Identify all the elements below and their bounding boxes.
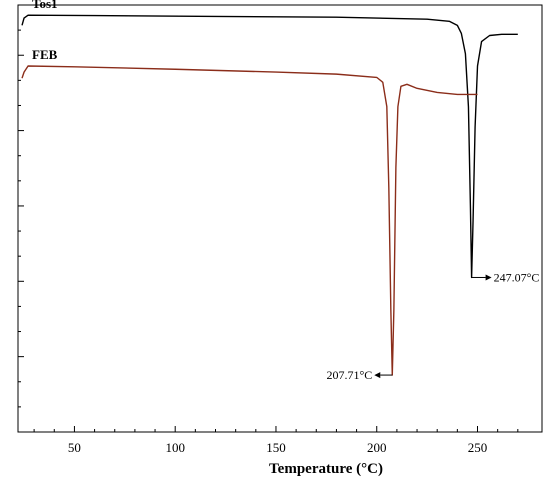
x-tick-label: 50 (68, 440, 81, 455)
annotation-label: 207.71°C (326, 368, 372, 382)
series-line-feb (21, 65, 478, 376)
series-group: Tos1 FEB (21, 0, 518, 376)
x-axis-ticks: 50 100 150 200 250 (33, 426, 519, 455)
arrow-head (374, 372, 381, 379)
series-label-feb: FEB (32, 47, 58, 62)
x-tick-label: 200 (367, 440, 387, 455)
arrow-head (485, 274, 492, 281)
x-axis-title: Temperature (°C) (269, 461, 383, 477)
annotation-label: 247.07°C (494, 270, 540, 284)
series-label-tos1: Tos1 (32, 0, 58, 11)
y-axis-ticks (18, 29, 24, 408)
x-tick-label: 100 (165, 440, 185, 455)
x-tick-label: 150 (266, 440, 286, 455)
plot-frame (17, 4, 543, 433)
series-line-tos1 (21, 14, 518, 279)
annotations-group: 247.07°C 207.71°C (326, 270, 539, 382)
x-tick-label: 250 (468, 440, 488, 455)
